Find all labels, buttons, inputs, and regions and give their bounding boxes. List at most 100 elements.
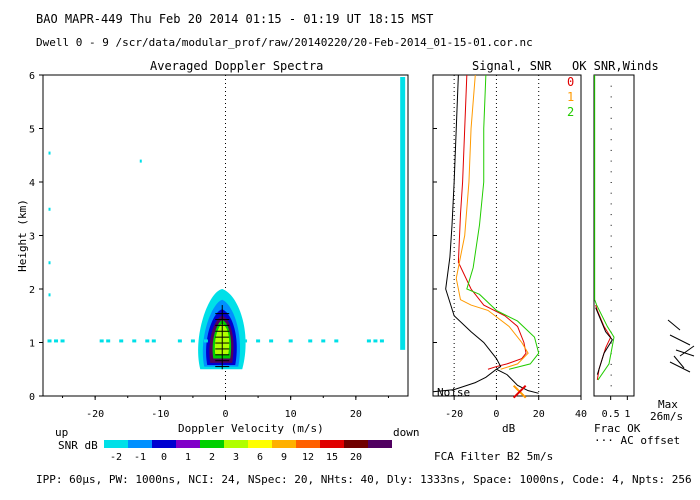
colorbar-tick-7: 9 [281,452,287,463]
spectra-speck-18 [334,339,339,343]
wind-barb-1 [669,334,691,346]
ac-offset-dot [610,299,612,301]
spectra-xtick-label-2: 0 [222,409,228,420]
spectra-ytick-label-0: 0 [29,392,35,403]
high-speck-0 [139,159,142,163]
ac-offset-dot [610,85,612,87]
ac-offset-dot [610,171,612,173]
ok-xtick-label-1: 1 [624,409,630,420]
legend-1: 1 [567,90,575,104]
colorbar-swatch-0 [104,440,128,448]
header-line1: BAO MAPR-449 Thu Feb 20 2014 01:15 - 01:… [36,12,434,26]
colorbar-tick-5: 3 [233,452,239,463]
colorbar-swatch-3 [176,440,200,448]
ok-series-black [595,307,613,375]
signal-series-3 [466,74,540,370]
high-speck-2 [48,207,51,211]
spectra-speck-7 [145,339,150,343]
spectra-speck-10 [190,339,195,343]
spectra-speck-8 [151,339,156,343]
ac-offset-dot [610,385,612,387]
ac-offset-dot [610,235,612,237]
right-edge-column [400,77,406,350]
spectra-speck-19 [366,339,371,343]
ac-offset-dot [610,224,612,226]
spectra-heatmap [47,75,406,396]
ok-series-1 [594,75,615,381]
signal-xtick-label-3: 40 [575,409,587,420]
spectra-speck-20 [373,339,378,343]
colorbar-tick-9: 15 [326,452,338,463]
spectra-speck-12 [243,339,248,343]
spectra-speck-0 [47,339,52,343]
noise-label: Noise [437,386,471,399]
signal-frame [432,74,582,397]
ac-offset-dot [610,267,612,269]
wind-barb-5 [679,345,695,357]
ac-offset-dot [610,310,612,312]
ac-offset-dot [610,96,612,98]
spectra-xtick-label-4: 20 [350,409,362,420]
spectra-speck-14 [269,339,274,343]
high-speck-1 [48,151,51,155]
spectra-speck-13 [256,339,261,343]
ac-offset-dot [610,203,612,205]
fca-label: FCA Filter B2 5m/s [434,450,554,463]
wind-barb-3 [673,355,685,369]
snr-db-label: SNR dB [58,439,98,452]
signal-series-2 [455,74,529,370]
spectra-ytick-label-1: 1 [29,339,35,350]
colorbar-tick-2: 0 [161,452,167,463]
spectra-speck-16 [308,339,313,343]
colorbar-tick-6: 6 [257,452,263,463]
signal-xtick-label-2: 20 [533,409,545,420]
colorbar-swatch-5 [224,440,248,448]
ac-offset-dot [610,321,612,323]
spectra-ytick-label-4: 4 [29,178,35,189]
signal-title: Signal, SNR [472,59,552,73]
spectra-xtick-label-1: -10 [151,409,169,420]
ac-offset-dot [610,246,612,248]
signal-xtick-label-1: 0 [493,409,499,420]
spectra-title: Averaged Doppler Spectra [150,59,324,73]
ac-offset-dot [610,374,612,376]
colorbar-tick-0: -2 [110,452,122,463]
ac-offset-label: ··· AC offset [594,434,681,447]
spectra-speck-11 [203,339,208,343]
signal-cross-b [512,385,527,399]
ac-offset-dot [610,107,612,109]
max-speed-label: 26m/s [650,410,684,423]
colorbar-swatch-6 [248,440,272,448]
colorbar-tick-3: 1 [185,452,191,463]
ok-frame [593,74,635,397]
colorbar-swatch-10 [344,440,368,448]
colorbar-swatch-11 [368,440,392,448]
colorbar-tick-1: -1 [134,452,146,463]
spectra-speck-2 [60,339,65,343]
high-speck-4 [48,293,51,297]
doppler-velocity-label: Doppler Velocity (m/s) [178,422,324,435]
colorbar-tick-4: 2 [209,452,215,463]
spectra-ytick-label-2: 2 [29,285,35,296]
ac-offset-dot [610,117,612,119]
spectra-ytick-label-6: 6 [29,71,35,82]
ac-offset-dot [610,342,612,344]
spectra-speck-3 [99,339,104,343]
colorbar-swatch-4 [200,440,224,448]
frac-ok-label: Frac OK [594,422,641,435]
spectra-speck-17 [321,339,326,343]
signal-series-4 [445,74,502,370]
colorbar-swatch-9 [320,440,344,448]
spectra-xtick-label-0: -20 [86,409,104,420]
ac-offset-dot [610,139,612,141]
ac-offset-dot [610,160,612,162]
ac-offset-dot [610,128,612,130]
signal-series-1 [457,74,527,370]
up-label: up [55,426,69,439]
colorbar-swatch-7 [272,440,296,448]
ac-offset-dot [610,182,612,183]
ac-offset-dot [610,363,612,365]
ok-lines [594,75,695,387]
spectra-speck-15 [288,339,293,343]
